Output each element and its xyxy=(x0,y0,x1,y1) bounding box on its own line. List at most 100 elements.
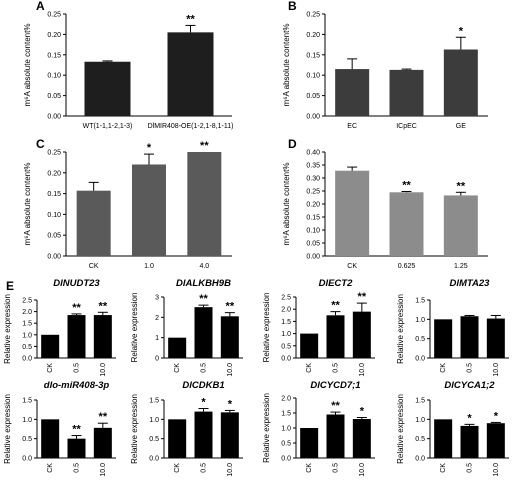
panel-letter: D xyxy=(288,137,297,151)
x-tick-label: 1.25 xyxy=(454,263,468,270)
significance-stars: ** xyxy=(226,301,235,313)
bar xyxy=(352,311,371,358)
bar xyxy=(326,315,345,358)
significance-stars: ** xyxy=(186,13,195,25)
x-tick-label: DlMIR408-OE(1-2,1-8,1-11) xyxy=(148,123,234,130)
y-tick-label: 0.40 xyxy=(306,150,320,157)
y-axis-label: Relative expression xyxy=(262,293,271,363)
y-axis-label: Relative expression xyxy=(262,393,271,463)
bar xyxy=(167,32,214,116)
bar xyxy=(220,412,239,458)
bar xyxy=(434,319,453,358)
y-axis-label: m⁶A absolute content% xyxy=(282,163,291,246)
y-tick-label: 0.05 xyxy=(306,93,320,100)
y-tick-label: 0.25 xyxy=(306,189,320,196)
y-tick-label: 0.5 xyxy=(281,343,291,350)
x-tick-label: 10.0 xyxy=(100,463,107,477)
panel-e1: E DlNUDT23 Relative expression 0.0 0.5 1.0 1.5… xyxy=(3,278,116,377)
chart-title: DlALKBH9B xyxy=(176,278,231,289)
bar xyxy=(194,411,213,458)
x-tick-label: CK xyxy=(440,363,447,373)
y-tick-label: 1.0 xyxy=(149,417,159,424)
significance-stars: ** xyxy=(199,293,208,305)
x-tick-label: CK xyxy=(89,263,99,270)
x-tick-label: 0.5 xyxy=(467,463,474,473)
significance-stars: ** xyxy=(99,300,108,312)
y-axis-label: Relative expression xyxy=(396,394,405,464)
y-tick-label: 0.5 xyxy=(281,441,291,448)
y-tick-label: 2.0 xyxy=(281,396,291,403)
bar xyxy=(443,49,478,116)
panel-e5: dlo-miR408-3p Relative expression 0.0 0.5 1.… xyxy=(3,380,116,477)
panel-e3: DlECT2 Relative expression 0.0 0.5 1.0 1.5 2.0… xyxy=(262,278,375,377)
x-tick-label: CK xyxy=(174,363,181,373)
panel-letter: A xyxy=(36,0,45,13)
y-tick-label: 0.00 xyxy=(47,114,61,121)
x-tick-label: CK xyxy=(306,363,313,373)
bar xyxy=(300,428,319,458)
chart-title: DlCDKB1 xyxy=(182,380,224,391)
y-tick-label: 0.0 xyxy=(415,456,425,463)
y-tick-label: 0.35 xyxy=(306,163,320,170)
bar xyxy=(76,190,111,256)
x-tick-label: CK xyxy=(47,363,54,373)
significance-stars: * xyxy=(201,397,206,409)
bar xyxy=(443,195,478,256)
y-tick-label: 1.0 xyxy=(415,317,425,324)
y-tick-label: 0.5 xyxy=(149,436,159,443)
bar xyxy=(352,419,371,458)
y-tick-label: 0.20 xyxy=(47,170,61,177)
chart-title: DlCYCA1;2 xyxy=(444,380,495,391)
y-tick-label: 3 xyxy=(155,295,159,302)
significance-stars: * xyxy=(494,410,499,422)
x-tick-label: EC xyxy=(347,123,357,130)
panel-e6: DlCDKB1 Relative expression 0.0 0.5 1.0 1.5 CK… xyxy=(130,380,243,477)
y-tick-label: 0.0 xyxy=(22,456,32,463)
y-tick-label: 0.0 xyxy=(281,456,291,463)
significance-stars: ** xyxy=(72,302,81,314)
bar xyxy=(335,69,370,116)
bar xyxy=(67,315,86,358)
y-tick-label: 0.5 xyxy=(415,436,425,443)
x-tick-label: CK xyxy=(174,463,181,473)
significance-stars: ** xyxy=(358,291,367,303)
y-tick-label: 0.0 xyxy=(149,456,159,463)
significance-stars: * xyxy=(228,398,233,410)
panel-letter: E xyxy=(6,279,14,293)
bar xyxy=(41,334,60,358)
panel-letter: B xyxy=(288,0,297,13)
y-tick-label: 0.20 xyxy=(306,32,320,39)
y-axis-label: m⁶A absolute content% xyxy=(23,163,32,246)
bar xyxy=(460,425,479,458)
bar xyxy=(335,170,370,256)
y-tick-label: 1.0 xyxy=(281,426,291,433)
y-tick-label: 0.20 xyxy=(306,202,320,209)
y-tick-label: 1.5 xyxy=(281,411,291,418)
significance-stars: * xyxy=(459,25,464,37)
x-tick-label: CK xyxy=(306,463,313,473)
panel-e8: DlCYCA1;2 Relative expression 0.0 0.5 1.0 1.5… xyxy=(396,380,509,477)
y-tick-label: 0.5 xyxy=(22,344,32,351)
x-tick-label: 0.5 xyxy=(201,363,208,373)
panel-e4: DlMTA23 Relative expression 0.0 0.5 1.0 1.5 CK… xyxy=(396,278,509,377)
significance-stars: * xyxy=(467,412,472,424)
y-tick-label: 0.15 xyxy=(306,52,320,59)
y-tick-label: 0.05 xyxy=(47,233,61,240)
panel-e2: DlALKBH9B Relative expression 0 1 2 3 CK ** 0.5 *… xyxy=(130,278,243,377)
bar xyxy=(300,333,319,358)
significance-stars: ** xyxy=(200,140,209,152)
y-tick-label: 1.0 xyxy=(22,332,32,339)
y-axis-label: Relative expression xyxy=(130,293,139,363)
chart-title: DlMTA23 xyxy=(450,278,491,289)
x-tick-label: GE xyxy=(456,123,466,130)
y-tick-label: 1.5 xyxy=(149,398,159,405)
y-axis-label: Relative expression xyxy=(130,394,139,464)
y-tick-label: 2.0 xyxy=(281,307,291,314)
y-tick-label: 0.15 xyxy=(47,52,61,59)
significance-stars: ** xyxy=(331,300,340,312)
y-tick-label: 0.0 xyxy=(415,356,425,363)
significance-stars: * xyxy=(360,406,365,418)
